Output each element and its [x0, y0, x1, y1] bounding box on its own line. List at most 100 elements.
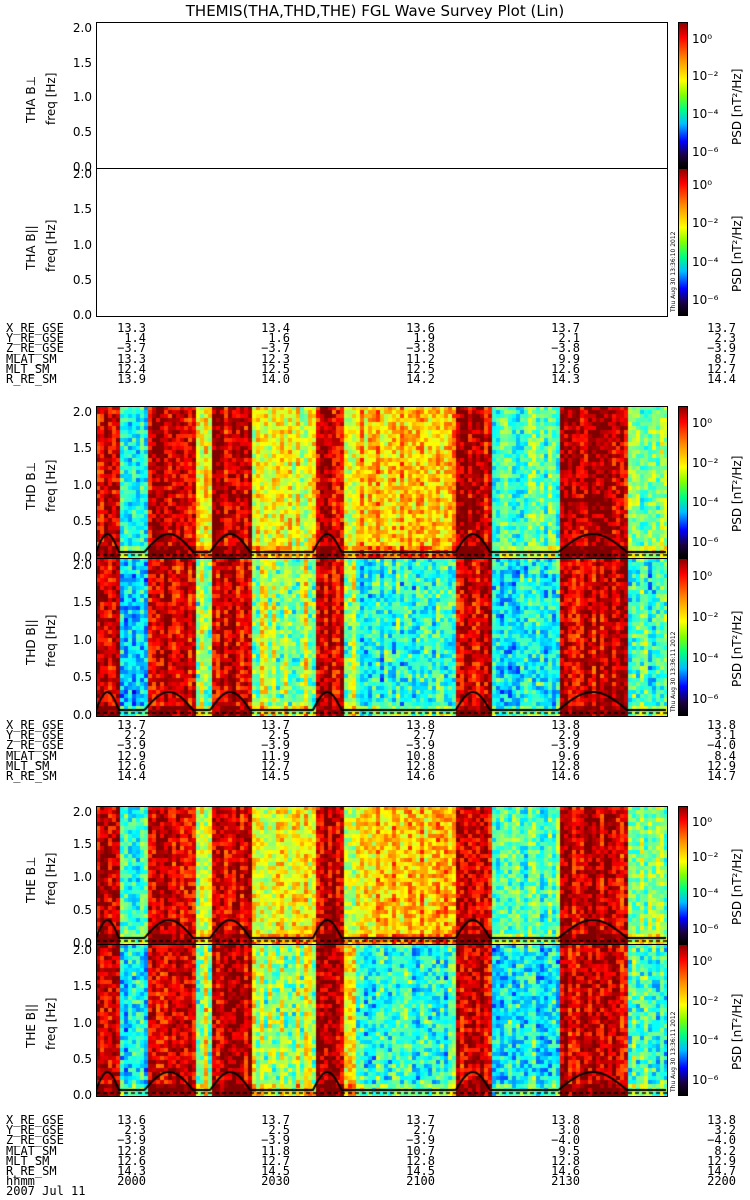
ephemeris-column: 13.7 2.7 −3.9 10.7 12.8 14.5 2100 — [406, 1113, 435, 1189]
ephemeris-column: 13.6 1.9 −3.8 11.2 12.5 14.2 — [406, 321, 435, 387]
colorbar — [678, 558, 688, 716]
colorbar-tick: 10⁻⁴ — [692, 254, 719, 269]
colorbar — [678, 806, 688, 944]
y-tick-label: 0.5 — [72, 513, 92, 528]
ephemeris-column: 13.3 1.4 −3.7 13.3 12.4 13.9 — [117, 321, 146, 387]
spectrogram-canvas — [96, 558, 667, 716]
colorbar-tick: 10⁰ — [692, 177, 713, 192]
y-axis-label: freq [Hz] — [44, 614, 58, 667]
y-tick-label: 1.5 — [72, 202, 92, 217]
y-tick-label: 1.0 — [72, 237, 92, 252]
timestamp-stamp: Thu Aug 30 13:36:10 2012 — [670, 231, 677, 312]
colorbar-tick: 10⁻⁴ — [692, 886, 719, 901]
y-tick-label: 0.0 — [72, 936, 92, 950]
y-tick-label: 1.5 — [72, 55, 92, 70]
panel-label: THE B|| — [24, 1003, 38, 1048]
colorbar — [678, 406, 688, 558]
y-tick-label: 2.0 — [72, 943, 92, 958]
colorbar-tick: 10⁻⁶ — [692, 534, 719, 549]
y-tick-label: 0.5 — [72, 903, 92, 918]
colorbar-tick: 10⁻² — [692, 216, 719, 231]
spectrogram-canvas — [96, 406, 667, 558]
spectrogram-canvas — [96, 806, 667, 944]
ephemeris-column: 13.8 3.1 −4.0 8.4 12.9 14.7 — [707, 718, 736, 784]
ephemeris-column: 13.7 2.5 −3.9 11.8 12.7 14.5 2030 — [261, 1113, 290, 1189]
colorbar-tick: 10⁰ — [692, 814, 713, 829]
colorbar-label: PSD [nT²/Hz] — [730, 455, 744, 532]
y-tick-label: 1.5 — [72, 837, 92, 852]
colorbar-tick: 10⁻² — [692, 850, 719, 865]
spectrogram-tha-empty-1 — [96, 168, 667, 316]
ephemeris-column: 13.7 2.5 −3.9 11.9 12.7 14.5 — [261, 718, 290, 784]
y-tick-label: 1.5 — [72, 441, 92, 456]
ephemeris-column: 13.7 2.1 −3.8 9.9 12.6 14.3 — [551, 321, 580, 387]
y-tick-label: 2.0 — [72, 167, 92, 182]
timestamp-stamp: Thu Aug 30 13:36:11 2012 — [670, 631, 677, 712]
panel-label: THD B⊥ — [24, 461, 38, 510]
colorbar-tick: 10⁰ — [692, 31, 713, 46]
colorbar-label: PSD [nT²/Hz] — [730, 215, 744, 292]
spectrogram-canvas — [96, 944, 667, 1096]
panel-label: THD B|| — [24, 619, 38, 665]
colorbar-tick: 10⁻² — [692, 993, 719, 1008]
colorbar-tick: 10⁻⁶ — [692, 1072, 719, 1087]
ephemeris-column: 13.7 2.3 −3.9 8.7 12.7 14.4 — [707, 321, 736, 387]
colorbar — [678, 168, 688, 316]
y-tick-label: 0.0 — [72, 160, 92, 174]
ephemeris-labels: X_RE_GSE Y_RE_GSE Z_RE_GSE MLAT_SM MLT_S… — [6, 718, 64, 784]
y-tick-label: 0.5 — [72, 272, 92, 287]
y-axis-label: freq [Hz] — [44, 997, 58, 1050]
y-tick-label: 2.0 — [72, 20, 92, 35]
colorbar-tick: 10⁻² — [692, 610, 719, 625]
panel-label: THA B⊥ — [24, 75, 38, 123]
y-tick-label: 0.5 — [72, 670, 92, 685]
ephemeris-labels: X_RE_GSE Y_RE_GSE Z_RE_GSE MLAT_SM MLT_S… — [6, 1113, 86, 1199]
y-tick-label: 1.0 — [72, 632, 92, 647]
ephemeris-column: 13.8 3.0 −4.0 9.5 12.8 14.6 2130 — [551, 1113, 580, 1189]
y-tick-label: 1.0 — [72, 477, 92, 492]
y-tick-label: 1.0 — [72, 90, 92, 105]
y-tick-label: 0.5 — [72, 1051, 92, 1066]
colorbar-label: PSD [nT²/Hz] — [730, 993, 744, 1070]
panel-label: THE B⊥ — [24, 856, 38, 903]
colorbar-tick: 10⁻² — [692, 69, 719, 84]
y-tick-label: 0.0 — [72, 308, 92, 322]
y-tick-label: 1.5 — [72, 979, 92, 994]
ephemeris-column: 13.8 3.2 −4.0 8.2 12.9 14.7 2200 — [707, 1113, 736, 1189]
colorbar-tick: 10⁻⁴ — [692, 107, 719, 122]
y-tick-label: 2.0 — [72, 804, 92, 819]
colorbar-label: PSD [nT²/Hz] — [730, 848, 744, 925]
y-axis-label: freq [Hz] — [44, 219, 58, 272]
panel-label: THA B|| — [24, 225, 38, 270]
y-tick-label: 1.0 — [72, 1015, 92, 1030]
y-tick-label: 0.0 — [72, 708, 92, 722]
spectrogram-thd-par-3 — [96, 558, 667, 716]
colorbar-tick: 10⁻⁶ — [692, 692, 719, 707]
y-tick-label: 2.0 — [72, 557, 92, 572]
colorbar-tick: 10⁰ — [692, 416, 713, 431]
colorbar-tick: 10⁻² — [692, 455, 719, 470]
y-tick-label: 0.0 — [72, 550, 92, 564]
colorbar-tick: 10⁰ — [692, 568, 713, 583]
y-tick-label: 1.0 — [72, 870, 92, 885]
colorbar-tick: 10⁻⁶ — [692, 922, 719, 937]
colorbar-tick: 10⁻⁴ — [692, 1033, 719, 1048]
y-tick-label: 0.0 — [72, 1088, 92, 1102]
figure-title: THEMIS(THA,THD,THE) FGL Wave Survey Plot… — [185, 2, 565, 20]
ephemeris-column: 13.6 2.3 −3.9 12.8 12.6 14.3 2000 — [117, 1113, 146, 1189]
colorbar-tick: 10⁻⁶ — [692, 293, 719, 308]
colorbar-label: PSD [nT²/Hz] — [730, 68, 744, 145]
ephemeris-column: 13.7 2.2 −3.9 12.9 12.6 14.4 — [117, 718, 146, 784]
ephemeris-column: 13.4 1.6 −3.7 12.3 12.5 14.0 — [261, 321, 290, 387]
spectrogram-tha-empty-0 — [96, 22, 667, 168]
colorbar — [678, 22, 688, 168]
y-tick-label: 0.5 — [72, 125, 92, 140]
ephemeris-labels: X_RE_GSE Y_RE_GSE Z_RE_GSE MLAT_SM MLT_S… — [6, 321, 64, 387]
colorbar-tick: 10⁻⁶ — [692, 145, 719, 160]
y-tick-label: 1.5 — [72, 595, 92, 610]
y-axis-label: freq [Hz] — [44, 852, 58, 905]
y-axis-label: freq [Hz] — [44, 72, 58, 125]
spectrogram-the-perp-4 — [96, 806, 667, 944]
y-tick-label: 2.0 — [72, 405, 92, 420]
